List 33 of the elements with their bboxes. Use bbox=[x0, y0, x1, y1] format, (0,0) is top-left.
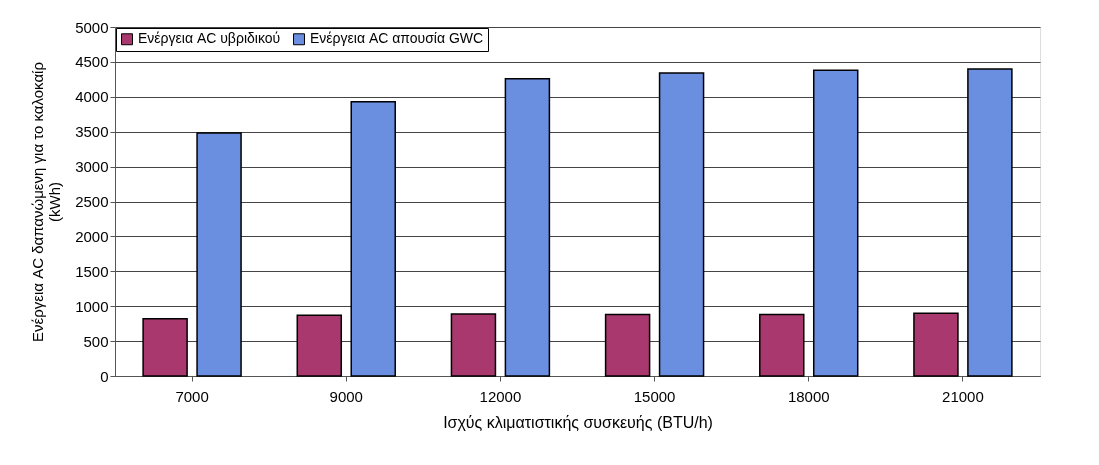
bar bbox=[759, 313, 805, 377]
legend-label: Ενέργεια AC υβριδικού bbox=[138, 30, 281, 47]
bar bbox=[142, 318, 188, 377]
bar bbox=[196, 132, 242, 377]
y-tick-label: 0 bbox=[100, 367, 109, 385]
y-tick-label: 1000 bbox=[75, 297, 109, 315]
bar bbox=[504, 77, 551, 377]
legend-label: Ενέργεια AC απουσία GWC bbox=[310, 30, 484, 47]
bar bbox=[913, 312, 959, 377]
bar bbox=[658, 72, 705, 377]
y-tick-label: 500 bbox=[83, 332, 109, 350]
x-axis-title: Ισχύς κλιματιστικής συσκευής (BTU/h) bbox=[443, 413, 713, 431]
bar bbox=[296, 314, 343, 377]
y-tick-label: 2000 bbox=[75, 227, 109, 245]
bar bbox=[812, 69, 859, 377]
y-tick-label: 3500 bbox=[75, 123, 109, 141]
bar bbox=[604, 313, 651, 377]
x-tick-label: 15000 bbox=[633, 387, 676, 405]
x-tick-label: 9000 bbox=[329, 387, 363, 405]
y-tick-label: 3000 bbox=[75, 158, 109, 176]
y-axis-title: Ενέργεια AC δαπανώμενη για το καλοκαίρ (kWh) bbox=[29, 62, 64, 342]
y-tick-label: 4000 bbox=[75, 88, 109, 106]
x-tick-label: 7000 bbox=[175, 387, 209, 405]
x-tick-label: 18000 bbox=[787, 387, 830, 405]
bar bbox=[450, 313, 497, 377]
bar bbox=[350, 100, 396, 377]
y-tick-label: 5000 bbox=[75, 18, 109, 36]
bar bbox=[967, 68, 1013, 377]
y-tick-label: 2500 bbox=[75, 193, 109, 210]
y-tick-label: 4500 bbox=[75, 53, 109, 71]
x-tick-label: 21000 bbox=[942, 387, 984, 405]
x-tick-label: 12000 bbox=[479, 387, 522, 405]
y-tick-label: 1500 bbox=[75, 262, 109, 280]
